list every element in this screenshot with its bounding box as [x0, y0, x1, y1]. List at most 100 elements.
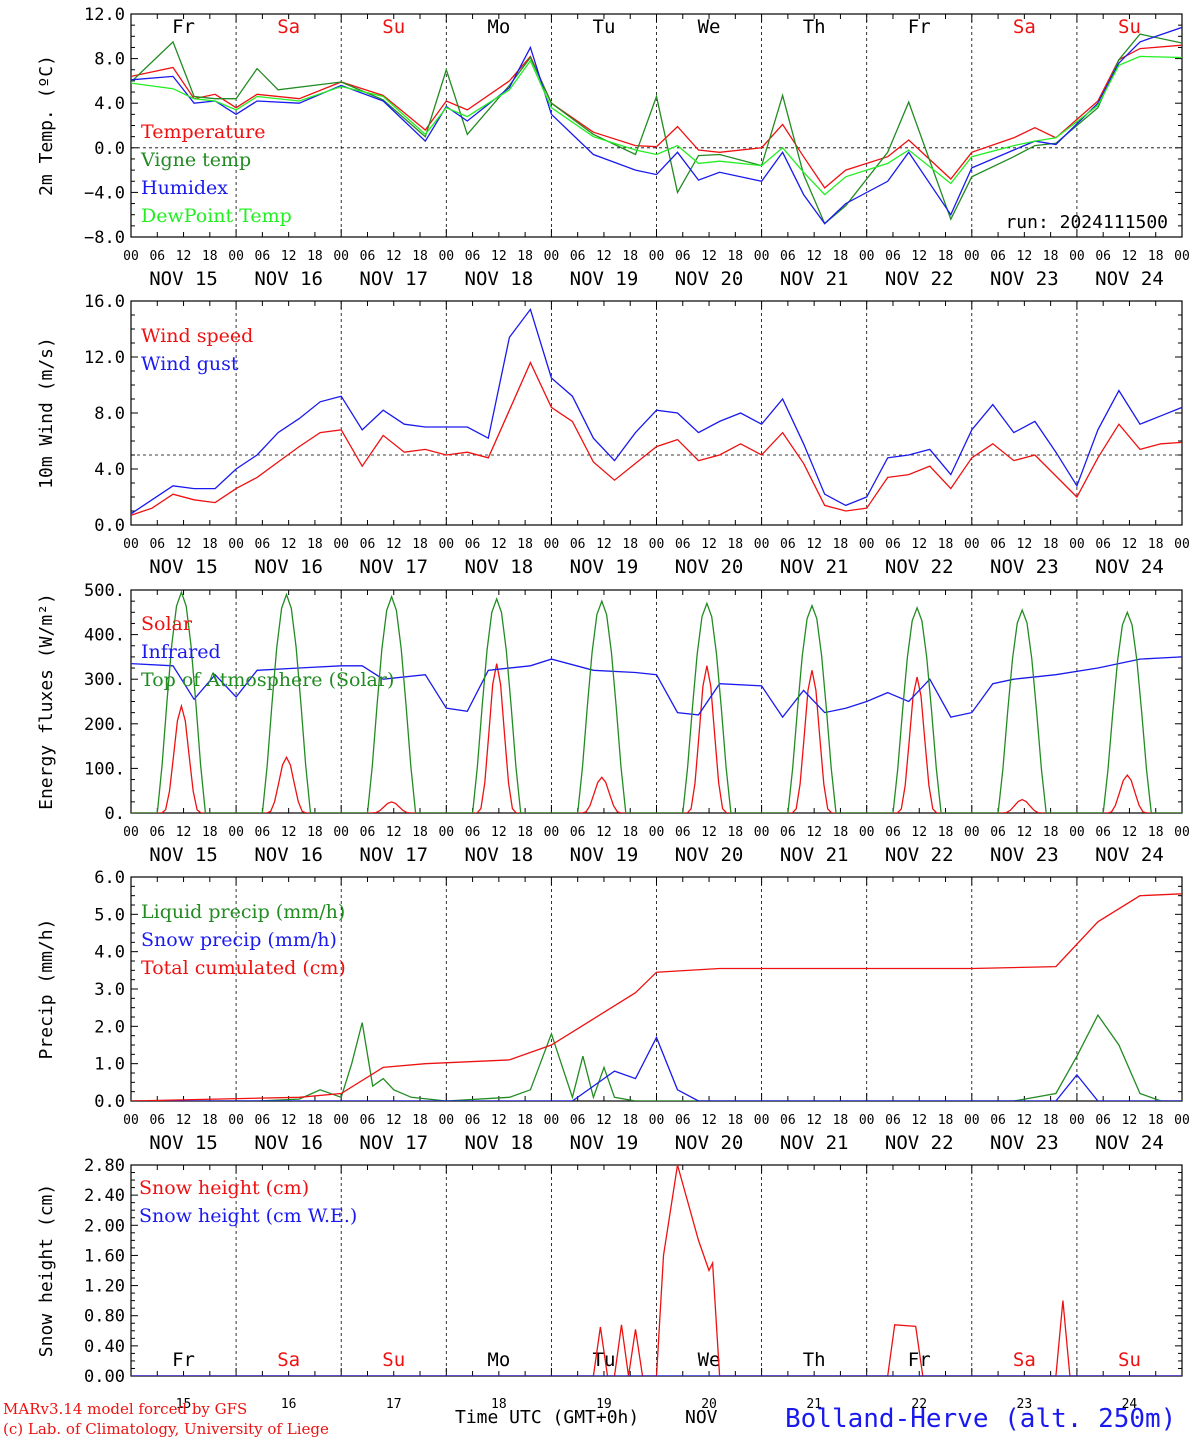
y-tick-label: 2.00: [84, 1216, 125, 1236]
hour-tick-label: 12: [701, 1113, 717, 1128]
day-number-label: 15: [176, 1397, 192, 1412]
series-line-4-1: [131, 1013, 1182, 1101]
day-label: NOV 20: [675, 268, 744, 290]
day-label: NOV 15: [149, 556, 218, 578]
hour-tick-label: 06: [990, 537, 1006, 552]
hour-tick-label: 00: [333, 537, 349, 552]
hour-tick-label: 00: [1174, 825, 1190, 840]
hour-tick-label: 12: [1122, 825, 1138, 840]
hour-tick-label: 00: [1174, 249, 1190, 264]
day-label: NOV 18: [465, 844, 534, 866]
legend-entry: Solar: [141, 613, 193, 635]
hour-tick-label: 06: [149, 1113, 165, 1128]
hour-tick-label: 12: [176, 537, 192, 552]
weekday-label: Su: [1118, 1349, 1141, 1371]
y-tick-label: 0.40: [84, 1337, 125, 1357]
hour-tick-label: 06: [675, 249, 691, 264]
day-label: NOV 22: [885, 1132, 954, 1154]
y-tick-label: 0.80: [84, 1307, 125, 1327]
hour-tick-label: 06: [675, 537, 691, 552]
day-label: NOV 16: [254, 1132, 323, 1154]
hour-tick-label: 12: [386, 537, 402, 552]
y-tick-label: 1.20: [84, 1277, 125, 1297]
hour-tick-label: 06: [780, 249, 796, 264]
day-number-label: 20: [701, 1397, 717, 1412]
y-tick-label: 6.0: [94, 868, 125, 888]
hour-tick-label: 18: [517, 249, 533, 264]
hour-tick-label: 18: [307, 825, 323, 840]
series-line-3-1: [131, 663, 1182, 813]
chart-panel-1: 12.0 8.0 4.0 0.0 −4.0 −8.0 2m Temp. (ºC) 00 06 12…: [36, 5, 1190, 290]
hour-tick-label: 18: [833, 537, 849, 552]
legend-entry: Wind gust: [141, 353, 239, 375]
hour-tick-label: 12: [491, 825, 507, 840]
day-number-label: 18: [491, 1397, 507, 1412]
hour-tick-label: 12: [281, 1113, 297, 1128]
day-label: NOV 23: [990, 1132, 1059, 1154]
hour-tick-label: 18: [517, 1113, 533, 1128]
day-label: NOV 20: [675, 1132, 744, 1154]
hour-tick-label: 18: [1148, 537, 1164, 552]
hour-tick-label: 06: [570, 249, 586, 264]
hour-tick-label: 12: [1122, 1113, 1138, 1128]
hour-tick-label: 06: [360, 1113, 376, 1128]
y-tick-label: 2.0: [94, 1017, 125, 1037]
series-line-4-3: [131, 893, 1182, 1101]
day-label: NOV 15: [149, 1132, 218, 1154]
y-tick-label: 1.0: [94, 1055, 125, 1075]
hour-tick-label: 18: [202, 537, 218, 552]
hour-tick-label: 00: [333, 1113, 349, 1128]
hour-tick-label: 12: [176, 1113, 192, 1128]
weekday-label: We: [698, 16, 721, 38]
hour-tick-label: 18: [412, 1113, 428, 1128]
series-line-4-2: [131, 1035, 1182, 1101]
hour-tick-label: 12: [911, 537, 927, 552]
hour-tick-label: 18: [412, 537, 428, 552]
legend-entry: DewPoint Temp: [141, 205, 292, 227]
weekday-label: Mo: [487, 1349, 510, 1371]
hour-tick-label: 12: [176, 249, 192, 264]
day-label: NOV 19: [570, 556, 639, 578]
day-label: NOV 24: [1095, 844, 1164, 866]
hour-tick-label: 06: [1095, 249, 1111, 264]
y-tick-label: 5.0: [94, 905, 125, 925]
day-label: NOV 16: [254, 268, 323, 290]
hour-tick-label: 00: [333, 825, 349, 840]
hour-tick-label: 06: [1095, 537, 1111, 552]
hour-tick-label: 00: [544, 249, 560, 264]
hour-tick-label: 06: [255, 825, 271, 840]
hour-tick-label: 12: [701, 249, 717, 264]
hour-tick-label: 12: [1017, 249, 1033, 264]
hour-tick-label: 18: [412, 825, 428, 840]
hour-tick-label: 18: [307, 1113, 323, 1128]
day-number-label: 17: [386, 1397, 402, 1412]
hour-tick-label: 12: [911, 249, 927, 264]
day-number-label: 19: [596, 1397, 612, 1412]
day-label: NOV 16: [254, 556, 323, 578]
hour-tick-label: 06: [255, 537, 271, 552]
hour-tick-label: 06: [780, 537, 796, 552]
hour-tick-label: 00: [123, 825, 139, 840]
plot-frame: [130, 589, 1183, 814]
series-line-5-1: [131, 1165, 1182, 1376]
hour-tick-label: 12: [1017, 1113, 1033, 1128]
day-label: NOV 20: [675, 844, 744, 866]
hour-tick-label: 06: [780, 825, 796, 840]
series-group: [131, 893, 1182, 1101]
hour-tick-label: 00: [649, 1113, 665, 1128]
hour-tick-label: 00: [859, 537, 875, 552]
hour-tick-label: 12: [596, 249, 612, 264]
day-number-label: 23: [1017, 1397, 1033, 1412]
legend-entry: Wind speed: [141, 325, 253, 347]
plot-frame: [130, 13, 1183, 238]
hour-tick-label: 18: [202, 249, 218, 264]
hour-tick-label: 06: [885, 825, 901, 840]
hour-tick-label: 00: [859, 249, 875, 264]
y-tick-label: 0.0: [94, 139, 125, 159]
day-label: NOV 21: [780, 844, 849, 866]
chart-panel-2: 16.0 12.0 8.0 4.0 0.0 10m Wind (m/s) 00 06 12 18 N…: [36, 292, 1190, 578]
hour-tick-label: 18: [833, 249, 849, 264]
hour-tick-label: 00: [438, 825, 454, 840]
day-label: NOV 21: [780, 556, 849, 578]
hour-tick-label: 00: [754, 249, 770, 264]
